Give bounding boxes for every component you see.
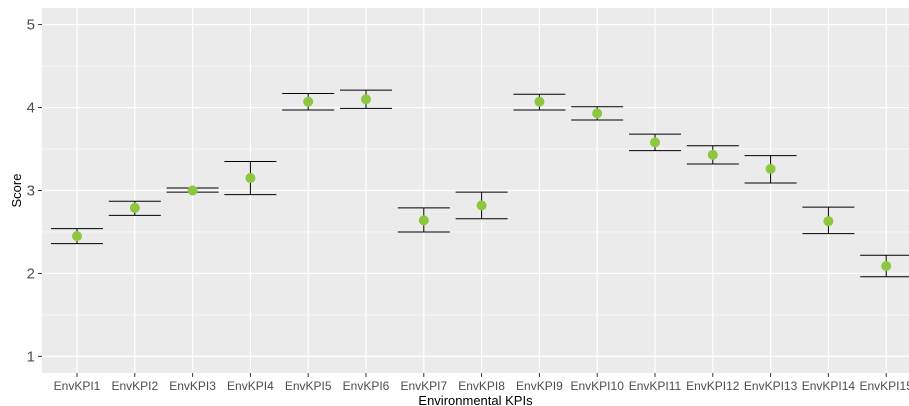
x-tick-label: EnvKPI9 <box>516 379 563 393</box>
mean-point <box>707 149 718 160</box>
x-tick-label: EnvKPI5 <box>285 379 332 393</box>
x-tick-label: EnvKPI15 <box>860 379 909 393</box>
x-tick-label: EnvKPI13 <box>744 379 798 393</box>
x-tick-label: EnvKPI8 <box>458 379 505 393</box>
y-tick-label: 2 <box>27 265 35 282</box>
mean-point <box>534 96 545 107</box>
x-tick-label: EnvKPI3 <box>169 379 216 393</box>
mean-point <box>72 231 82 242</box>
mean-point <box>361 94 371 105</box>
y-tick-label: 3 <box>27 183 35 200</box>
x-tick-label: EnvKPI4 <box>227 379 274 393</box>
x-tick-label: EnvKPI6 <box>343 379 390 393</box>
mean-point <box>650 137 660 148</box>
x-tick-label: EnvKPI12 <box>686 379 740 393</box>
y-tick-label: 4 <box>27 100 35 117</box>
x-tick-label: EnvKPI2 <box>111 379 158 393</box>
x-tick-label: EnvKPI7 <box>400 379 447 393</box>
mean-point <box>476 200 487 211</box>
mean-point <box>765 163 776 174</box>
mean-point <box>418 215 429 226</box>
mean-point <box>592 108 603 119</box>
x-tick-label: EnvKPI10 <box>571 379 625 393</box>
mean-point <box>823 216 834 227</box>
mean-point <box>881 260 892 271</box>
x-tick-label: EnvKPI1 <box>54 379 101 393</box>
error-bars <box>51 89 909 278</box>
y-tick-label: 1 <box>27 348 35 365</box>
y-axis-ticks: 1 2 3 4 5 <box>27 17 42 365</box>
y-tick-label: 5 <box>27 17 35 34</box>
mean-point <box>129 202 140 213</box>
x-tick-label: EnvKPI14 <box>802 379 856 393</box>
mean-point <box>187 185 198 196</box>
mean-point <box>303 96 314 107</box>
x-axis-title: Environmental KPIs <box>418 393 533 406</box>
mean-points <box>72 94 892 271</box>
mean-point <box>245 173 256 184</box>
x-tick-label: EnvKPI11 <box>629 379 682 393</box>
x-axis-ticks: EnvKPI1 EnvKPI2 EnvKPI3 EnvKPI4 EnvKPI5 EnvKP… <box>54 373 909 393</box>
y-axis-title: Score <box>9 174 24 208</box>
